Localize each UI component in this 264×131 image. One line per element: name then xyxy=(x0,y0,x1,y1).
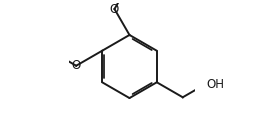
Text: O: O xyxy=(72,59,81,72)
Text: OH: OH xyxy=(206,78,224,91)
Text: O: O xyxy=(110,2,119,15)
